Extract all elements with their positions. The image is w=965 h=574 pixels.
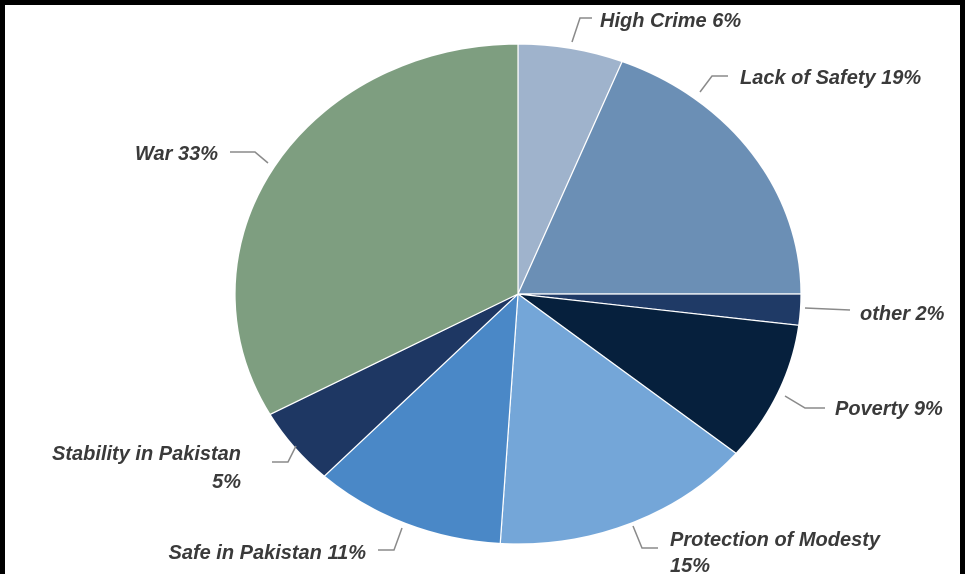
leader-line-protection-of-modesty bbox=[632, 525, 658, 549]
leader-line-other bbox=[804, 307, 851, 311]
slice-label-stability-in-pakistan-line-1: Stability in Pakistan bbox=[52, 443, 241, 465]
leader-line-poverty bbox=[784, 395, 825, 409]
pie-slice-war bbox=[234, 43, 519, 416]
leader-lines bbox=[230, 17, 851, 551]
slice-labels: High Crime 6% Lack of Safety 19% other 2% P… bbox=[52, 10, 945, 574]
pie-slice-protection-of-modesty bbox=[499, 292, 737, 545]
slice-label-safe-in-pakistan: Safe in Pakistan 11% bbox=[169, 542, 367, 564]
leader-line-high-crime bbox=[571, 17, 592, 43]
pie-slice-poverty bbox=[515, 293, 800, 455]
slice-label-stability-in-pakistan-line-2: 5% bbox=[212, 471, 241, 493]
leader-line-war bbox=[230, 151, 269, 164]
slice-label-poverty: Poverty 9% bbox=[835, 398, 943, 420]
leader-line-safe-in-pakistan bbox=[378, 527, 403, 551]
slice-label-protection-of-modesty-line-1: Protection of Modesty bbox=[670, 529, 881, 551]
slice-label-high-crime: High Crime 6% bbox=[600, 10, 741, 32]
pie-slice-lack-of-safety bbox=[517, 60, 802, 295]
pie-slices bbox=[234, 43, 802, 545]
leader-line-lack-of-safety bbox=[699, 75, 728, 93]
slice-label-war: War 33% bbox=[135, 143, 218, 165]
pie-slice-safe-in-pakistan bbox=[323, 292, 519, 545]
slice-label-protection-of-modesty-line-2: 15% bbox=[670, 555, 710, 574]
slice-label-lack-of-safety: Lack of Safety 19% bbox=[740, 67, 921, 89]
leader-line-stability-in-pakistan bbox=[272, 445, 297, 463]
slice-label-other: other 2% bbox=[860, 303, 945, 325]
